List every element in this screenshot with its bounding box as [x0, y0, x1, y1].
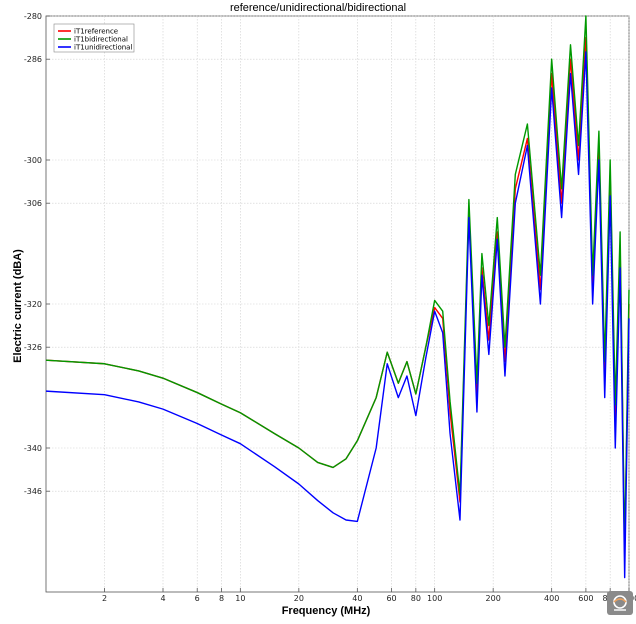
x-tick-label: 100: [427, 594, 442, 603]
y-gridlines: [46, 15, 629, 492]
legend-entry: iT1reference: [74, 28, 118, 36]
x-axis-title: Frequency (MHz): [282, 605, 371, 617]
x-tick-labels: 246810204060801002004006008001000: [102, 594, 636, 603]
x-tick-label: 600: [578, 594, 593, 603]
x-tick-label: 10: [235, 594, 245, 603]
x-tick-label: 40: [352, 594, 362, 603]
watermark-logo: [607, 591, 633, 615]
x-tick-label: 200: [486, 594, 501, 603]
x-tick-label: 4: [160, 594, 165, 603]
y-tick-labels: -280 -286 -300 -306 -320 -326 -340 -346: [24, 12, 42, 496]
x-tick-label: 2: [102, 594, 107, 603]
y-tick-label: -346: [24, 487, 42, 496]
logo-swirl-icon: [613, 595, 627, 611]
x-tick-label: 80: [411, 594, 421, 603]
x-tick-label: 400: [544, 594, 559, 603]
x-tick-label: 6: [195, 594, 200, 603]
series-layer: [45, 15, 630, 579]
y-tick-label: -320: [24, 300, 42, 309]
series-line-iT1unidirectional: [45, 51, 630, 579]
y-tick-label: -326: [24, 343, 42, 352]
y-axis-title: Electric current (dBA): [12, 249, 24, 363]
y-tick-label: -286: [24, 55, 42, 64]
x-tick-label: 8: [219, 594, 224, 603]
y-tick-label: -280: [24, 12, 42, 21]
legend-entry: iT1unidirectional: [74, 44, 132, 52]
y-tick-label: -300: [24, 156, 42, 165]
y-tick-label: -340: [24, 444, 42, 453]
legend-entry: iT1bidirectional: [74, 36, 128, 44]
x-tick-label: 60: [386, 594, 396, 603]
chart-title: reference/unidirectional/bidirectional: [230, 2, 406, 14]
series-line-iT1bidirectional: [45, 15, 630, 550]
legend: iT1referenceiT1bidirectionaliT1unidirect…: [53, 23, 135, 53]
y-tick-label: -306: [24, 199, 42, 208]
x-tick-label: 20: [294, 594, 304, 603]
